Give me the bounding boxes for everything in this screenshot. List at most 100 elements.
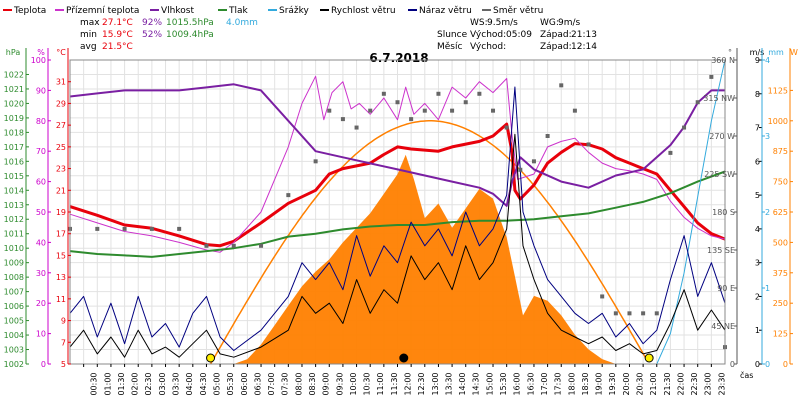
wind-direction-point: [491, 108, 496, 113]
axis-tick-label: 40: [36, 238, 46, 247]
wind-direction-point: [395, 100, 400, 105]
x-tick-label: 01:30: [117, 372, 126, 395]
axis-tick-label: 2: [765, 208, 770, 217]
axis-tick-label: 4: [755, 225, 760, 234]
stat-avg-temp: 21.5°C: [102, 42, 133, 52]
axis-tick-label: 180 S: [712, 208, 735, 217]
wind-direction-point: [463, 100, 468, 105]
wind-direction-point: [641, 311, 646, 316]
axis-tick-label: 2: [755, 292, 760, 301]
x-tick-label: 02:00: [131, 372, 140, 395]
x-tick-label: 00:30: [90, 372, 99, 395]
axis-tick-label: 31: [56, 78, 66, 87]
x-tick-label: 10:00: [349, 372, 358, 395]
axis-tick-label: 1002: [4, 360, 24, 369]
axis-tick-label: 360 N: [711, 56, 735, 65]
legend-label: Náraz větru: [419, 6, 472, 16]
wind-direction-point: [177, 226, 182, 231]
series-tlak: [69, 170, 726, 258]
chart-title: 6.7.2018: [369, 51, 428, 65]
legend-label: Přízemní teplota: [66, 6, 139, 16]
axis-tick-label: 750: [773, 178, 788, 187]
axis-wind_direction: ° 0 45 NE 90 E 135 SE 180 S 225 SW 270 W 315 NW 3…: [703, 48, 738, 369]
axis-tick-label: 13: [56, 273, 66, 282]
wind-direction-point: [627, 311, 632, 316]
axis-tick-label: 100: [31, 56, 46, 65]
axis-tick-label: 500: [773, 238, 788, 247]
ws-label: WS:: [470, 18, 488, 28]
sun-label: Slunce: [437, 30, 468, 40]
wind-direction-point: [95, 226, 100, 231]
axis-tick-label: 90: [36, 86, 46, 95]
series-přízemní-teplota: [69, 75, 726, 253]
sun-rise: 05:09: [506, 30, 532, 40]
x-tick-label: 14:00: [458, 372, 467, 395]
x-tick-label: 19:30: [608, 372, 617, 395]
axis-unit: °C: [56, 48, 66, 57]
x-tick-label: 17:30: [554, 372, 563, 395]
axis-tick-label: 90 E: [717, 284, 735, 293]
legend-item: Náraz větru: [408, 6, 472, 16]
stat-max-press: 1015.5hPa: [166, 18, 214, 28]
x-tick-label: 07:30: [281, 372, 290, 395]
legend: Teplota Přízemní teplota Vlhkost Tlak Srážky…: [3, 6, 543, 16]
axis-pressure: hPa 1002 1003 1004 1005 1006 1007 1008 1009 1010 1…: [4, 48, 29, 369]
wind-direction-point: [600, 294, 605, 299]
wind-direction-point: [259, 243, 264, 248]
axis-tick-label: 30: [36, 269, 46, 278]
x-tick-label: 04:00: [185, 372, 194, 395]
wind-direction-point: [313, 159, 318, 164]
wind-direction-point: [340, 117, 345, 122]
x-tick-label: 18:30: [581, 372, 590, 395]
wind-direction-point: [149, 226, 154, 231]
sunrise-marker: [206, 353, 216, 363]
wind-direction-point: [531, 159, 536, 164]
moon-label: Měsíc: [437, 42, 462, 52]
axis-tick-label: 8: [755, 90, 760, 99]
axis-tick-label: 1007: [4, 288, 24, 297]
legend-label: Srážky: [279, 6, 310, 16]
axis-tick-label: 27: [56, 121, 66, 130]
stats-panel: max 27.1°C 92% 1015.5hPa 4.0mm min 15.9°…: [80, 18, 258, 52]
x-tick-label: 12:30: [417, 372, 426, 395]
axis-tick-label: 1015: [4, 172, 24, 181]
stat-min-hum: 52%: [142, 30, 162, 40]
x-tick-label: 15:00: [485, 372, 494, 395]
axis-tick-label: 10: [36, 330, 46, 339]
axis-tick-label: 1017: [4, 143, 24, 152]
axis-tick-label: 270 W: [709, 132, 735, 141]
x-tick-label: 09:30: [335, 372, 344, 395]
sun-rise-label: Východ:: [470, 30, 506, 40]
wind-direction-point: [204, 243, 209, 248]
axis-tick-label: 1125: [768, 86, 788, 95]
axis-tick-label: 60: [36, 178, 46, 187]
axis-tick-label: 315 NW: [703, 94, 735, 103]
axis-unit: hPa: [6, 48, 21, 57]
wind-direction-point: [327, 108, 332, 113]
axis-tick-label: 25: [56, 143, 66, 152]
x-tick-label: 08:00: [294, 372, 303, 395]
x-tick-label: 19:00: [595, 372, 604, 395]
x-tick-label: 22:30: [690, 372, 699, 395]
x-tick-label: 13:00: [431, 372, 440, 395]
x-tick-label: 14:30: [472, 372, 481, 395]
x-tick-label: 21:30: [663, 372, 672, 395]
wind-direction-point: [436, 91, 441, 96]
x-tick-label: 17:00: [540, 372, 549, 395]
axis-tick-label: 0: [783, 360, 788, 369]
axis-tick-label: 21: [56, 186, 66, 195]
axis-tick-label: 1022: [4, 70, 24, 79]
series-teplota: [69, 122, 726, 248]
x-tick-label: 05:30: [226, 372, 235, 395]
x-tick-label: 22:00: [676, 372, 685, 395]
x-tick-label: 20:00: [622, 372, 631, 395]
x-tick-label: 11:30: [390, 372, 399, 395]
wind-direction-point: [286, 193, 291, 198]
axis-tick-label: 0: [730, 360, 735, 369]
axis-tick-label: 1011: [4, 230, 24, 239]
axis-tick-label: 23: [56, 165, 66, 174]
legend-item: Tlak: [218, 6, 249, 16]
wind-direction-point: [586, 142, 591, 147]
moon-set-label: Západ:: [540, 42, 572, 52]
axis-tick-label: 29: [56, 99, 66, 108]
